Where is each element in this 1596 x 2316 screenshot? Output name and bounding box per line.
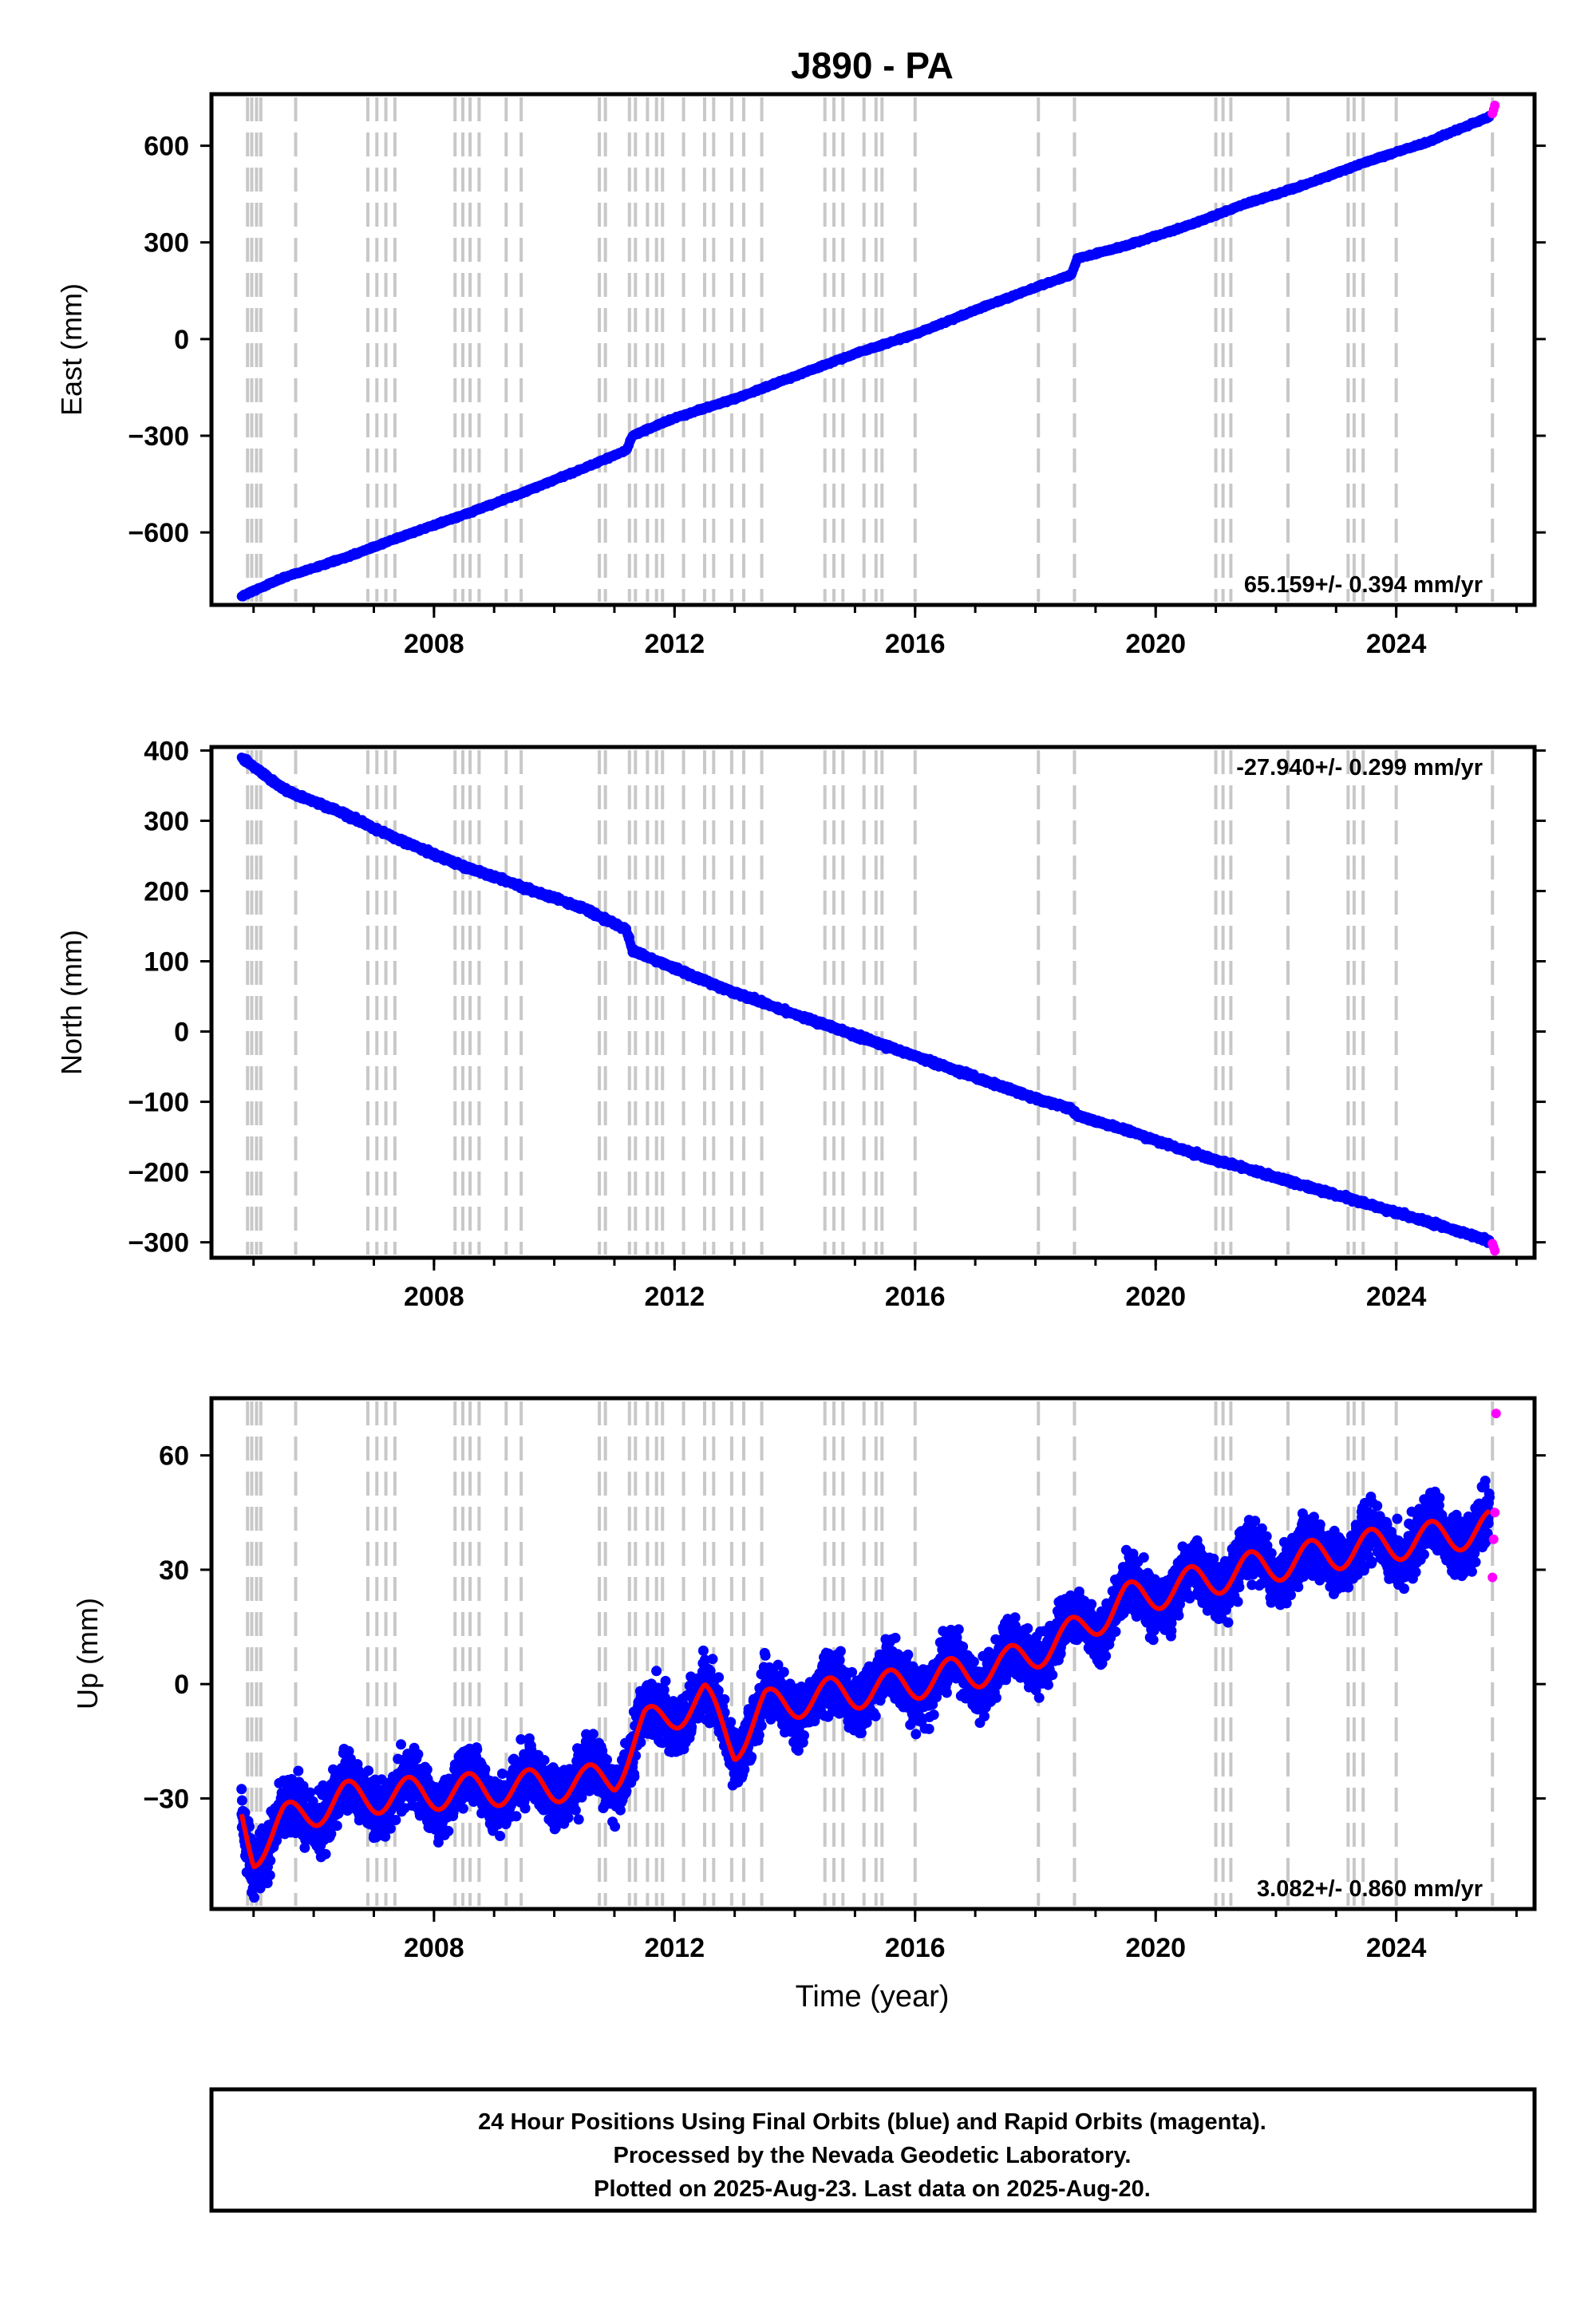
east-ytick-label-2: 0 [174,325,189,355]
north-ytick-label-6: 300 [144,806,189,836]
north-ytick-label-0: −300 [128,1228,189,1259]
north-rate-label: -27.940+/- 0.299 mm/yr [1236,755,1483,781]
east-ylabel: East (mm) [55,283,88,416]
footer-line-1: 24 Hour Positions Using Final Orbits (bl… [478,2109,1266,2135]
east-xtick-label-3: 2020 [1125,629,1186,659]
north-ytick-label-5: 200 [144,876,189,907]
north-ytick-label-2: −100 [128,1088,189,1118]
east-ytick-label-0: −600 [128,518,189,548]
north-ytick-label-7: 400 [144,736,189,766]
east-ytick-label-1: −300 [128,421,189,452]
up-ylabel: Up (mm) [71,1598,104,1709]
north-ytick-label-4: 100 [144,947,189,978]
east-plot-frame [209,92,1537,607]
up-step-lines [246,1401,1495,1906]
north-ylabel: North (mm) [55,930,88,1075]
up-ytick-label-3: 60 [159,1441,189,1472]
east-final-orbit-points [236,111,1495,602]
north-axis-ticks: −300 −200 −100 0 100 200 300 400 2008 2012 2016 202… [128,736,1546,1312]
north-xtick-label-4: 2024 [1366,1282,1427,1312]
east-rate-label: 65.159+/- 0.394 mm/yr [1244,572,1483,598]
chart-title: J890 - PA [791,45,954,86]
up-xtick-label-3: 2020 [1125,1933,1186,1963]
up-panel: −30 0 30 60 2008 2012 2016 2020 2024 Up (mm) 3.0… [71,1396,1546,1963]
north-xtick-label-1: 2012 [644,1282,705,1312]
north-plot-frame [209,745,1537,1260]
footer-line-3: Plotted on 2025-Aug-23. Last data on 202… [594,2176,1151,2202]
east-axis-ticks: −600 −300 0 300 600 2008 2012 2016 2020 2024 [128,132,1546,659]
footer-box: 24 Hour Positions Using Final Orbits (bl… [209,2087,1537,2213]
up-rapid-point-1 [1488,1534,1499,1544]
up-ytick-label-2: 30 [159,1555,189,1586]
east-step-lines [246,97,1495,602]
footer-line-2: Processed by the Nevada Geodetic Laborat… [614,2143,1132,2168]
north-ytick-label-1: −200 [128,1158,189,1188]
up-xtick-label-4: 2024 [1366,1933,1427,1963]
x-axis-label: Time (year) [796,1980,950,2014]
north-ytick-label-3: 0 [174,1018,189,1048]
east-xtick-label-4: 2024 [1366,629,1427,659]
up-ytick-label-0: −30 [143,1784,189,1814]
north-xtick-label-0: 2008 [404,1282,464,1312]
north-data-points [236,753,1500,1256]
east-xtick-label-2: 2016 [885,629,946,659]
up-rapid-point-2 [1490,1508,1500,1518]
up-model-line [239,1508,1491,1870]
east-ytick-label-3: 300 [144,228,189,259]
east-xtick-label-1: 2012 [644,629,705,659]
up-plot-frame [209,1396,1537,1911]
up-rate-label: 3.082+/- 0.860 mm/yr [1257,1876,1483,1902]
up-axis-ticks: −30 0 30 60 2008 2012 2016 2020 2024 [143,1441,1546,1963]
east-data-points [236,101,1500,602]
north-final-orbit-points [236,753,1495,1248]
up-model-path [239,1508,1491,1870]
north-panel: −300 −200 −100 0 100 200 300 400 2008 2012 2016 202… [55,736,1546,1312]
east-panel: −600 −300 0 300 600 2008 2012 2016 2020 2024 East… [55,92,1546,659]
east-rapid-point-2 [1490,101,1500,111]
up-xtick-label-1: 2012 [644,1933,705,1963]
up-xtick-label-2: 2016 [885,1933,946,1963]
up-rapid-point-0 [1487,1572,1498,1583]
up-xtick-label-0: 2008 [404,1933,464,1963]
east-xtick-label-0: 2008 [404,629,464,659]
north-step-lines [246,750,1495,1255]
east-ytick-label-4: 600 [144,132,189,162]
north-xtick-label-2: 2016 [885,1282,946,1312]
north-rapid-point-2 [1490,1246,1500,1256]
up-rapid-point-3 [1491,1409,1501,1419]
footer-frame [209,2087,1537,2213]
up-ytick-label-1: 0 [174,1670,189,1700]
north-xtick-label-3: 2020 [1125,1282,1186,1312]
